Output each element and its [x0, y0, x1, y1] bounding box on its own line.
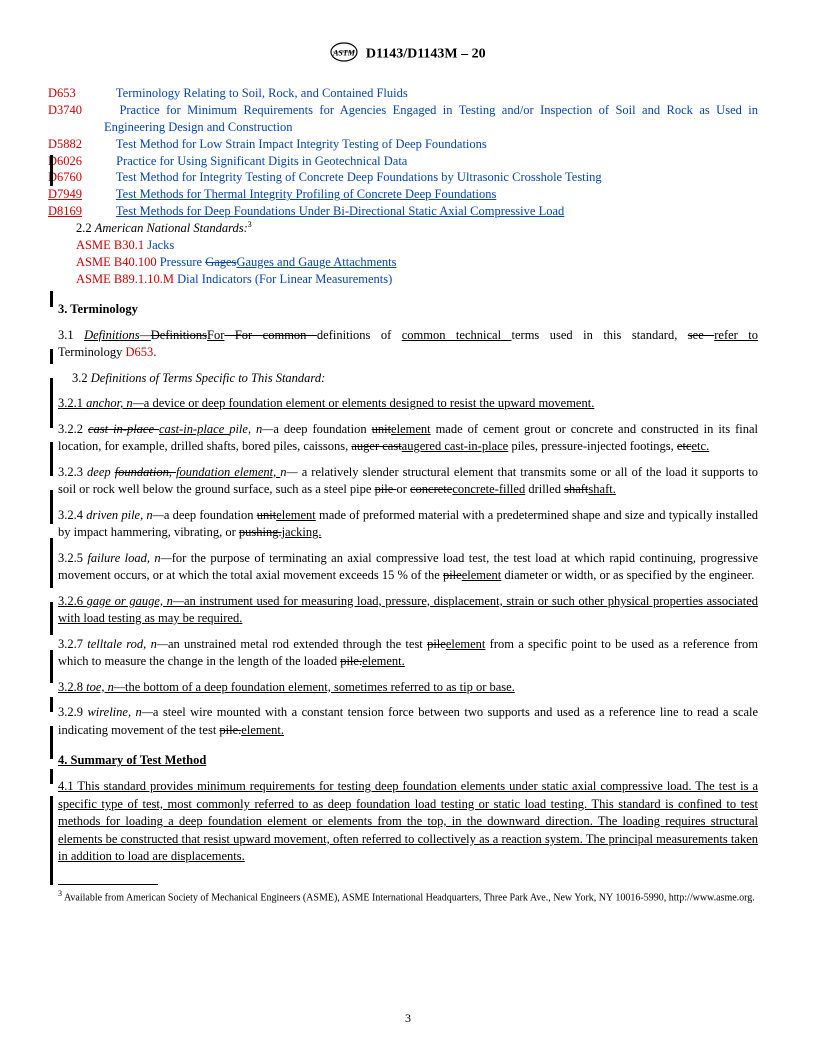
footnote-3: 3 Available from American Society of Mec…: [58, 889, 758, 905]
svg-text:ASTM: ASTM: [332, 49, 356, 58]
ref-d5882: D5882 Test Method for Low Strain Impact …: [76, 136, 758, 153]
def-3-2-1: 3.2.1 anchor, n—a device or deep foundat…: [58, 395, 758, 413]
ref-d3740-cont: Engineering Design and Construction: [76, 119, 758, 136]
section-3-title: 3. Terminology: [58, 302, 758, 317]
ref-d653: D653 Terminology Relating to Soil, Rock,…: [76, 85, 758, 102]
change-bar-icon: [50, 155, 53, 186]
page-header: ASTM D1143/D1143M – 20: [58, 42, 758, 67]
change-bar-icon: [50, 378, 53, 428]
reference-block: D653 Terminology Relating to Soil, Rock,…: [76, 85, 758, 288]
ref-d3740: D3740 Practice for Minimum Requirements …: [76, 102, 758, 119]
def-3-2-5: 3.2.5 failure load, n—for the purpose of…: [58, 550, 758, 585]
ref-asme-b89: ASME B89.1.10.M Dial Indicators (For Lin…: [76, 271, 758, 288]
para-4-1: 4.1 This standard provides minimum requi…: [58, 778, 758, 866]
change-bar-icon: [50, 538, 53, 588]
change-bar-icon: [50, 442, 53, 476]
footnote-rule: [58, 884, 158, 885]
change-bar-icon: [50, 291, 53, 307]
change-bar-icon: [50, 602, 53, 635]
page-number: 3: [0, 1011, 816, 1026]
section-4-title: 4. Summary of Test Method: [58, 753, 758, 768]
def-3-2-6: 3.2.6 gage or gauge, n—an instrument use…: [58, 593, 758, 628]
change-bar-icon: [50, 650, 53, 683]
change-bar-icon: [50, 726, 53, 759]
change-bar-icon: [50, 697, 53, 712]
def-3-2-9: 3.2.9 wireline, n—a steel wire mounted w…: [58, 704, 758, 739]
astm-logo: ASTM: [330, 42, 358, 67]
def-3-2-4: 3.2.4 driven pile, n—a deep foundation u…: [58, 507, 758, 542]
header-text: D1143/D1143M – 20: [366, 47, 486, 62]
ref-d7949: D7949 Test Methods for Thermal Integrity…: [76, 186, 758, 203]
def-3-2-2: 3.2.2 cast in-place cast-in-place pile, …: [58, 421, 758, 456]
ref-d6760: D6760 Test Method for Integrity Testing …: [76, 169, 758, 186]
def-3-2-8: 3.2.8 toe, n—the bottom of a deep founda…: [58, 679, 758, 697]
change-bar-icon: [50, 490, 53, 524]
change-bar-icon: [50, 349, 53, 364]
section-2-2: 2.2 American National Standards:3: [76, 220, 758, 237]
para-3-1b: Terminology D653.: [58, 344, 758, 362]
def-3-2-3: 3.2.3 deep foundation, foundation elemen…: [58, 464, 758, 499]
ref-asme-b30: ASME B30.1 Jacks: [76, 237, 758, 254]
def-3-2-7: 3.2.7 telltale rod, n—an unstrained meta…: [58, 636, 758, 671]
para-3-2: 3.2 Definitions of Terms Specific to Thi…: [58, 370, 758, 388]
change-bar-icon: [50, 796, 53, 885]
ref-asme-b40: ASME B40.100 Pressure GagesGauges and Ga…: [76, 254, 758, 271]
ref-d6026: D6026 Practice for Using Significant Dig…: [76, 153, 758, 170]
ref-d8169: D8169 Test Methods for Deep Foundations …: [76, 203, 758, 220]
para-3-1: 3.1 Definitions—DefinitionsFor For commo…: [58, 327, 758, 345]
change-bar-icon: [50, 769, 53, 784]
